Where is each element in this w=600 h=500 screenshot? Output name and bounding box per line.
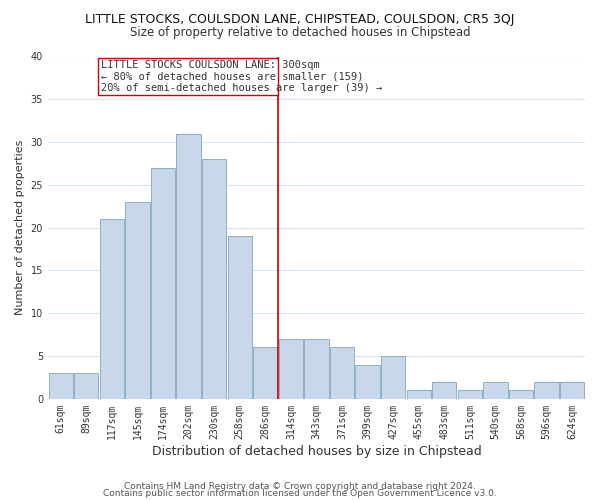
Bar	[176, 134, 201, 399]
Bar	[125, 202, 149, 399]
Text: 20% of semi-detached houses are larger (39) →: 20% of semi-detached houses are larger (…	[101, 84, 382, 94]
Bar	[381, 356, 406, 399]
Bar	[432, 382, 457, 399]
Text: Contains HM Land Registry data © Crown copyright and database right 2024.: Contains HM Land Registry data © Crown c…	[124, 482, 476, 491]
FancyBboxPatch shape	[98, 58, 278, 95]
Bar	[407, 390, 431, 399]
Y-axis label: Number of detached properties: Number of detached properties	[15, 140, 25, 316]
Bar	[535, 382, 559, 399]
Text: Contains public sector information licensed under the Open Government Licence v3: Contains public sector information licen…	[103, 490, 497, 498]
Bar	[49, 373, 73, 399]
Bar	[330, 348, 354, 399]
Bar	[560, 382, 584, 399]
Bar	[484, 382, 508, 399]
Bar	[509, 390, 533, 399]
Bar	[227, 236, 252, 399]
Text: Size of property relative to detached houses in Chipstead: Size of property relative to detached ho…	[130, 26, 470, 39]
X-axis label: Distribution of detached houses by size in Chipstead: Distribution of detached houses by size …	[152, 444, 481, 458]
Bar	[458, 390, 482, 399]
Bar	[253, 348, 277, 399]
Bar	[100, 219, 124, 399]
Bar	[279, 339, 303, 399]
Text: ← 80% of detached houses are smaller (159): ← 80% of detached houses are smaller (15…	[101, 72, 364, 82]
Bar	[304, 339, 329, 399]
Bar	[74, 373, 98, 399]
Bar	[202, 159, 226, 399]
Text: LITTLE STOCKS, COULSDON LANE, CHIPSTEAD, COULSDON, CR5 3QJ: LITTLE STOCKS, COULSDON LANE, CHIPSTEAD,…	[85, 12, 515, 26]
Bar	[355, 364, 380, 399]
Text: LITTLE STOCKS COULSDON LANE: 300sqm: LITTLE STOCKS COULSDON LANE: 300sqm	[101, 60, 320, 70]
Bar	[151, 168, 175, 399]
